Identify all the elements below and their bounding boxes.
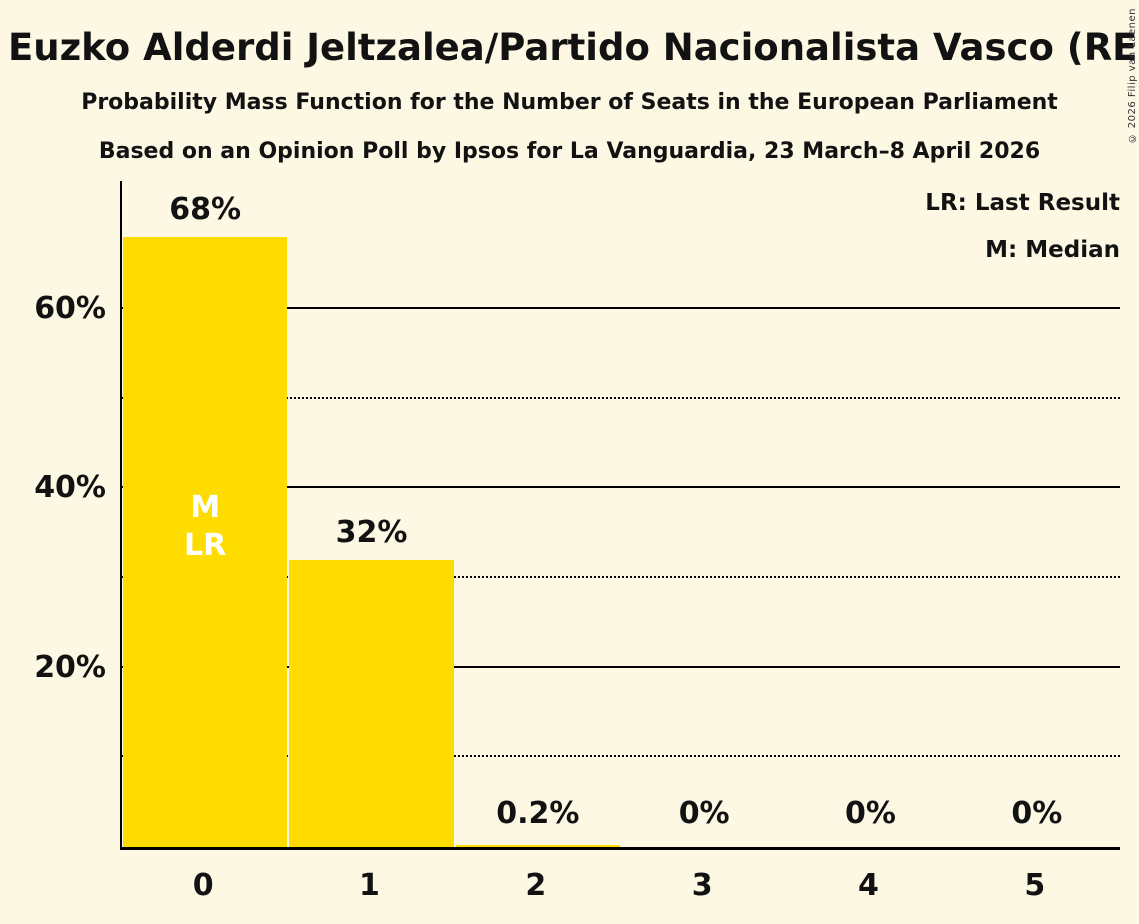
bar-value-label-1: 32% — [335, 515, 408, 551]
minor-gridline — [122, 396, 1120, 399]
major-gridline — [122, 307, 1120, 310]
bar-slot-2: 0.2% — [455, 181, 621, 847]
annotation-line: M — [190, 490, 221, 526]
bar-slot-5: 0% — [954, 181, 1120, 847]
x-tick-label: 0 — [192, 868, 214, 903]
bar-slot-3: 0% — [621, 181, 787, 847]
bar-value-label-3: 0% — [678, 796, 730, 831]
chart-subtitle-2: Based on an Opinion Poll by Ipsos for La… — [98, 139, 1041, 164]
bar-value-label-4: 0% — [845, 796, 896, 831]
legend-median: M: Median — [985, 237, 1120, 263]
major-gridline — [122, 665, 1120, 668]
x-axis-labels: 0 1 2 3 4 5 — [120, 868, 1120, 912]
x-tick-label: 3 — [691, 868, 713, 903]
bar-value-label-0: 68% — [169, 192, 242, 228]
bar-value-label-2: 0.2% — [496, 796, 580, 831]
minor-gridline — [122, 755, 1120, 758]
chart-subtitle-1: Probability Mass Function for the Number… — [81, 90, 1058, 115]
minor-gridline — [122, 576, 1120, 579]
major-gridline — [122, 486, 1120, 489]
bar-slot-4: 0% — [787, 181, 953, 847]
y-tick-label: 40% — [34, 470, 106, 506]
plot-area: 68% M LR 32% 0.2% 0% 0% 0% — [120, 181, 1120, 850]
x-tick-label: 1 — [359, 868, 380, 903]
y-tick-label: 20% — [34, 649, 106, 685]
bar-value-label-5: 0% — [1011, 796, 1063, 831]
x-tick-label: 4 — [858, 868, 879, 903]
legend: LR: Last Result M: Median — [925, 180, 1120, 274]
bar-0 — [123, 237, 288, 847]
y-axis-labels: 20% 40% 60% — [0, 181, 106, 850]
legend-last-result: LR: Last Result — [925, 190, 1120, 216]
copyright-note: © 2026 Filip van Laenen — [1127, 8, 1138, 144]
bar-slot-1: 32% — [288, 181, 454, 847]
bar-2 — [455, 845, 620, 847]
annotation-line: LR — [184, 528, 227, 564]
chart-title: Euzko Alderdi Jeltzalea/Partido Nacional… — [8, 26, 1139, 69]
bar-1 — [289, 560, 454, 847]
bar-slot-0: 68% M LR — [122, 181, 288, 847]
y-tick-label: 60% — [34, 291, 106, 327]
x-tick-label: 2 — [525, 868, 547, 903]
x-tick-label: 5 — [1024, 868, 1046, 903]
bar-annotation-0: M LR — [122, 489, 288, 565]
